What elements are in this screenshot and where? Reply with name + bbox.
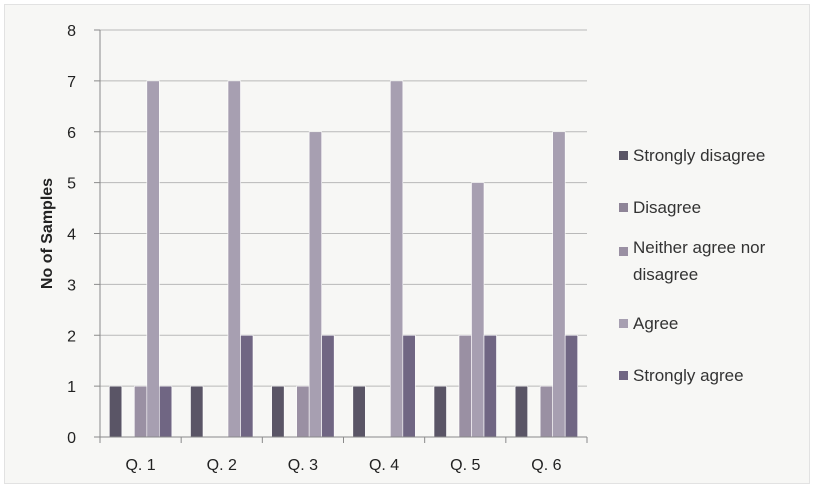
bar-strongly-agree-4: [402, 334, 416, 438]
legend-swatch: [619, 203, 628, 212]
legend-swatch: [619, 371, 628, 380]
x-tick-label: Q. 3: [288, 457, 318, 474]
x-tick-label: Q. 6: [531, 457, 561, 474]
axes: [94, 29, 588, 443]
legend-swatch: [619, 247, 628, 256]
bar-agree-1: [146, 80, 160, 438]
bar-strongly-disagree-2: [190, 385, 204, 438]
legend-swatch: [619, 319, 628, 328]
bar-strongly-agree-1: [159, 385, 173, 438]
bar-neither-agree-nor-disagree-1: [134, 385, 148, 438]
bar-strongly-disagree-6: [514, 385, 528, 438]
legend-label: Strongly agree: [633, 366, 744, 385]
bar-strongly-disagree-4: [352, 385, 366, 438]
bar-strongly-agree-5: [483, 334, 497, 438]
y-tick-label: 8: [67, 23, 76, 40]
legend-label: Agree: [633, 314, 678, 333]
bar-neither-agree-nor-disagree-5: [458, 334, 472, 438]
bar-neither-agree-nor-disagree-6: [539, 385, 553, 438]
x-tick-label: Q. 4: [369, 457, 399, 474]
y-tick-label: 4: [67, 227, 76, 244]
bar-strongly-agree-2: [240, 334, 254, 438]
bar-strongly-agree-6: [564, 334, 578, 438]
x-tick-label: Q. 1: [125, 457, 155, 474]
y-tick-label: 7: [67, 74, 76, 91]
y-tick-label: 2: [67, 328, 76, 345]
y-axis-title: No of Samples: [39, 178, 56, 289]
bar-neither-agree-nor-disagree-3: [296, 385, 310, 438]
y-tick-label: 5: [67, 176, 76, 193]
bar-strongly-disagree-3: [271, 385, 285, 438]
legend: Strongly disagree Disagree Neither agree n…: [619, 146, 766, 385]
legend-swatch: [619, 151, 628, 160]
x-tick-label: Q. 2: [207, 457, 237, 474]
bar-strongly-agree-3: [321, 334, 335, 438]
bar-agree-5: [471, 182, 485, 438]
bar-strongly-disagree-1: [109, 385, 123, 438]
bars: [109, 80, 578, 438]
y-tick-label: 3: [67, 277, 76, 294]
y-tick-labels: 0 1 2 3 4 5 6 7 8: [67, 23, 76, 447]
legend-label: Strongly disagree: [633, 146, 765, 165]
gridlines: [100, 29, 587, 387]
x-tick-label: Q. 5: [450, 457, 480, 474]
bar-strongly-disagree-5: [433, 385, 447, 438]
y-tick-label: 1: [67, 379, 76, 396]
bar-agree-4: [390, 80, 404, 438]
legend-label: Neither agree nor disagree: [633, 238, 766, 284]
bar-agree-3: [308, 131, 322, 438]
bar-agree-2: [227, 80, 241, 438]
bar-agree-6: [552, 131, 566, 438]
y-tick-label: 6: [67, 125, 76, 142]
y-tick-label: 0: [67, 430, 76, 447]
x-tick-labels: Q. 1 Q. 2 Q. 3 Q. 4 Q. 5 Q. 6: [125, 457, 561, 474]
legend-label: Disagree: [633, 198, 701, 217]
